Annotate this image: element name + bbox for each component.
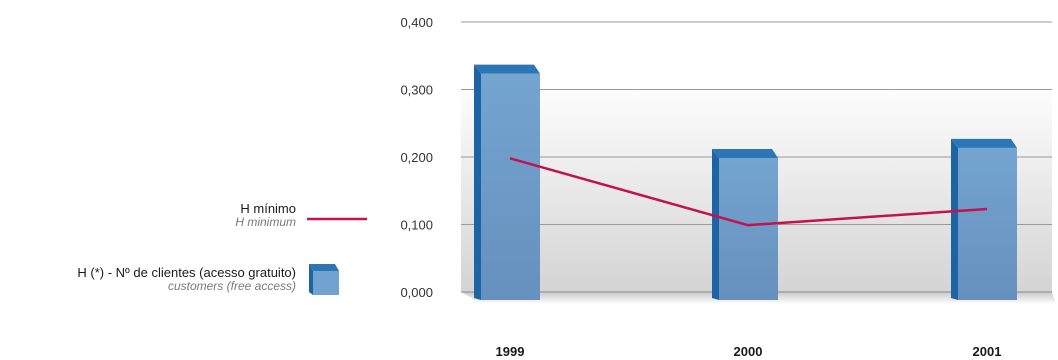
bar-top [474,64,540,74]
legend-bar-swatch-side [309,264,313,295]
y-axis-ticks: 0,000 0,100 0,200 0,300 0,400 [400,15,433,300]
legend-item-bar: H (*) - Nº de clientes (acesso gratuito)… [77,265,296,293]
x-category-label: 2000 [734,344,763,359]
bar-side [712,149,719,300]
y-tick-label: 0,400 [400,15,433,30]
y-tick-label: 0,100 [400,218,433,233]
bar-side [951,138,958,300]
legend-line-sublabel: H minimum [235,215,296,229]
legend-bar-sublabel: customers (free access) [167,279,296,293]
x-axis-labels: 1999 2000 2001 [496,344,1002,359]
series-line [509,157,988,227]
bar-top [712,149,778,158]
legend-bar-swatch [313,271,339,295]
bar-side [474,64,481,300]
bar [958,147,1017,300]
bar [719,158,778,300]
x-category-label: 1999 [496,344,525,359]
legend-item-line: H mínimo H minimum [235,201,296,229]
legend-bar-swatch-top [309,264,339,271]
x-category-label: 2001 [973,344,1002,359]
legend-bar-label: H (*) - Nº de clientes (acesso gratuito) [77,265,296,280]
bar-top [951,138,1017,148]
line-series [509,157,988,227]
legend-symbols [307,217,367,295]
legend-line-label: H mínimo [240,201,296,216]
y-tick-label: 0,300 [400,83,433,98]
bar [481,73,540,300]
y-tick-label: 0,200 [400,150,433,165]
bars [474,64,1017,300]
y-tick-label: 0,000 [400,285,433,300]
